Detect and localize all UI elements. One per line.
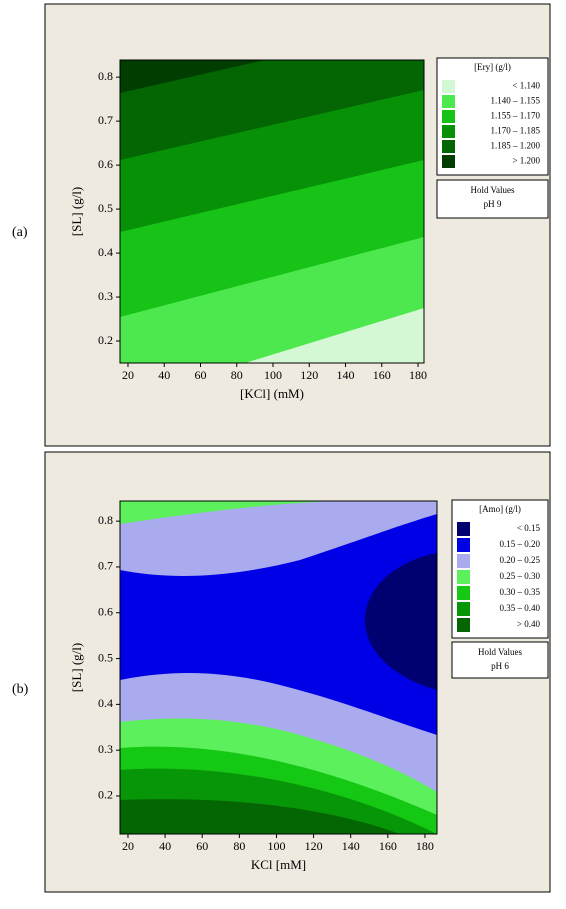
y-tick-label: 0.3 [98, 289, 113, 303]
legend-box [451, 499, 549, 639]
y-tick-label: 0.5 [98, 201, 113, 215]
legend-swatch [442, 155, 455, 168]
contour-band [120, 799, 400, 834]
panel-label: (a) [12, 225, 28, 240]
x-axis-label: KCl [mM] [251, 857, 306, 872]
y-tick-label: 0.4 [98, 245, 113, 259]
contour-band [245, 308, 424, 363]
x-tick-label: 140 [337, 368, 355, 382]
y-tick-label: 0.2 [98, 333, 113, 347]
plot-frame [119, 59, 425, 364]
hold-value: pH 6 [491, 661, 509, 671]
legend-swatch [457, 602, 470, 616]
y-axis-label: [SL] (g/l) [69, 187, 84, 236]
legend-label: 0.20 – 0.25 [500, 555, 541, 565]
x-tick-label: 80 [233, 839, 245, 853]
legend-swatch [442, 125, 455, 138]
legend-label: 0.15 – 0.20 [500, 539, 541, 549]
legend-label: > 1.200 [512, 156, 540, 166]
x-tick-label: 80 [231, 368, 243, 382]
hold-box [451, 641, 549, 679]
y-tick-label: 0.5 [98, 650, 113, 664]
x-axis-label: [KCl] (mM) [240, 386, 304, 401]
x-tick-label: 180 [416, 839, 434, 853]
legend-label: 1.155 – 1.170 [491, 111, 541, 121]
x-tick-label: 60 [196, 839, 208, 853]
legend-swatch [457, 554, 470, 568]
y-tick-label: 0.3 [98, 742, 113, 756]
legend-swatch [442, 140, 455, 153]
y-axis-label: [SL] (g/l) [69, 643, 84, 692]
x-tick-label: 100 [267, 839, 285, 853]
hold-title: Hold Values [470, 185, 515, 195]
legend-label: < 0.15 [517, 523, 541, 533]
legend-label: 0.30 – 0.35 [500, 587, 541, 597]
contour-band [365, 553, 437, 690]
hold-title: Hold Values [478, 647, 523, 657]
x-tick-label: 140 [342, 839, 360, 853]
y-tick-label: 0.8 [98, 69, 113, 83]
legend-label: 0.35 – 0.40 [500, 603, 541, 613]
x-tick-label: 40 [158, 368, 170, 382]
legend-swatch [457, 538, 470, 552]
y-tick-label: 0.7 [98, 113, 113, 127]
legend-swatch [457, 586, 470, 600]
x-tick-label: 120 [300, 368, 318, 382]
legend-label: > 0.40 [517, 619, 541, 629]
x-tick-label: 20 [122, 368, 134, 382]
x-tick-label: 160 [379, 839, 397, 853]
legend-swatch [457, 522, 470, 536]
x-tick-label: 60 [194, 368, 206, 382]
legend-swatch [442, 95, 455, 108]
contour-area [120, 60, 424, 363]
legend-box [436, 57, 549, 176]
y-tick-label: 0.7 [98, 559, 113, 573]
legend-title: [Amo] (g/l) [479, 504, 521, 514]
legend-swatch [442, 110, 455, 123]
legend-swatch [442, 80, 455, 93]
legend-title: [Ery] (g/l) [474, 62, 511, 72]
legend-label: 0.25 – 0.30 [500, 571, 541, 581]
hold-box [436, 179, 549, 219]
hold-value: pH 9 [484, 199, 502, 209]
legend-label: 1.140 – 1.155 [491, 96, 541, 106]
y-tick-label: 0.6 [98, 605, 113, 619]
contour-area [120, 501, 437, 834]
plot-frame [119, 500, 438, 835]
x-tick-label: 160 [373, 368, 391, 382]
legend-swatch [457, 618, 470, 632]
y-tick-label: 0.8 [98, 513, 113, 527]
x-tick-label: 20 [122, 839, 134, 853]
x-tick-label: 40 [159, 839, 171, 853]
panel-label: (b) [12, 682, 29, 697]
legend-label: 1.170 – 1.185 [491, 126, 541, 136]
legend-swatch [457, 570, 470, 584]
legend-label: < 1.140 [512, 81, 540, 91]
x-tick-label: 180 [409, 368, 427, 382]
legend-label: 1.185 – 1.200 [491, 141, 541, 151]
y-tick-label: 0.6 [98, 157, 113, 171]
y-tick-label: 0.4 [98, 696, 113, 710]
x-tick-label: 120 [305, 839, 323, 853]
y-tick-label: 0.2 [98, 788, 113, 802]
x-tick-label: 100 [264, 368, 282, 382]
